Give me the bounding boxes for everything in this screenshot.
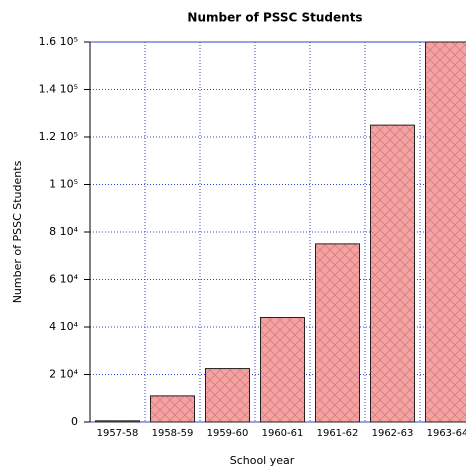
y-tick-label: 6 10⁴ <box>49 273 78 286</box>
x-tick-label: 1958-59 <box>152 428 194 439</box>
bar <box>151 396 195 422</box>
y-tick-label: 4 10⁴ <box>49 320 78 333</box>
bar <box>261 318 305 423</box>
y-tick-label: 1.2 10⁵ <box>39 130 78 143</box>
bar <box>426 42 466 422</box>
chart-title: Number of PSSC Students <box>187 11 362 25</box>
x-tick-label: 1960-61 <box>262 428 304 439</box>
x-tick-label: 1963-64 <box>427 428 466 439</box>
x-tick-label: 1959-60 <box>207 428 249 439</box>
y-tick-label: 0 <box>71 415 78 428</box>
y-tick-label: 8 10⁴ <box>49 225 78 238</box>
y-tick-label: 1.6 10⁵ <box>39 35 78 48</box>
bar <box>206 369 250 422</box>
x-tick-label: 1962-63 <box>372 428 414 439</box>
bar <box>316 244 360 422</box>
bar <box>96 421 140 422</box>
y-tick-label: 2 10⁴ <box>49 368 78 381</box>
y-tick-label: 1 10⁵ <box>49 178 78 191</box>
x-tick-label: 1961-62 <box>317 428 359 439</box>
x-tick-label: 1957-58 <box>97 428 139 439</box>
bar <box>371 125 415 422</box>
x-axis-label: School year <box>230 454 295 466</box>
y-axis-label: Number of PSSC Students <box>11 160 24 303</box>
y-tick-label: 1.4 10⁵ <box>39 83 78 96</box>
